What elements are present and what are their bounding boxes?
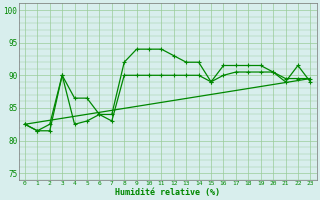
X-axis label: Humidité relative (%): Humidité relative (%) [115, 188, 220, 197]
